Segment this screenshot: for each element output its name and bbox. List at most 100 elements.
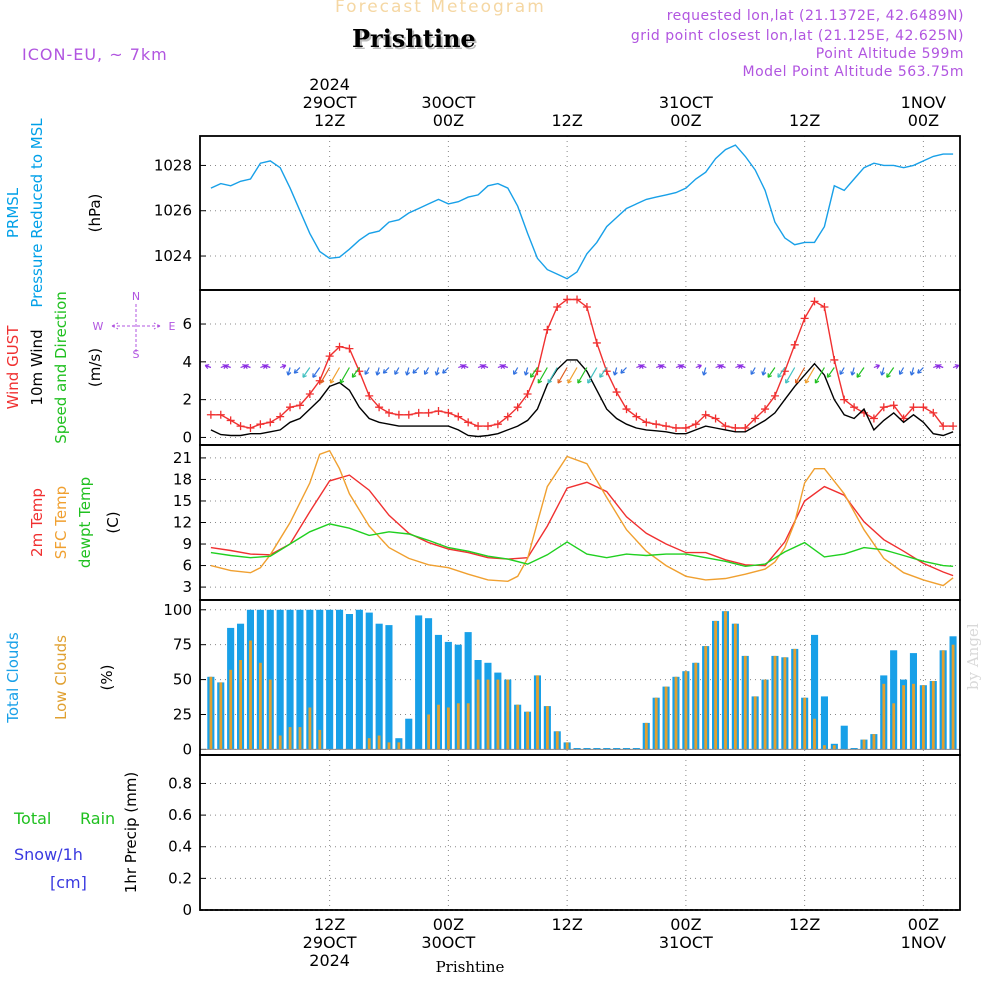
low-cloud-bar	[387, 742, 391, 750]
low-cloud-bar	[456, 703, 460, 750]
low-cloud-bar	[763, 679, 767, 750]
y-tick-label: 0	[182, 740, 192, 758]
gust-marker	[404, 410, 413, 419]
gust-marker	[543, 325, 552, 334]
gust-marker	[731, 423, 740, 432]
wind-direction-arrow	[856, 367, 865, 378]
wind-arrow-head	[679, 364, 685, 369]
gust-marker	[444, 408, 453, 417]
series-line-dewpt-temp	[210, 523, 954, 568]
total-cloud-bar	[306, 609, 314, 750]
gust-marker	[286, 403, 295, 412]
wind-arrow-head	[739, 364, 744, 369]
gust-marker	[493, 420, 502, 429]
gust-marker	[365, 391, 374, 400]
wind-arrow-head	[785, 379, 790, 384]
low-cloud-bar	[516, 704, 520, 750]
low-cloud-bar	[783, 657, 787, 750]
wind-direction-arrow	[524, 367, 529, 376]
gust-marker	[939, 422, 948, 431]
low-cloud-bar	[437, 704, 440, 750]
gust-marker	[424, 408, 433, 417]
wind-direction-arrow	[364, 367, 370, 375]
wind-arrow-head	[434, 371, 440, 376]
bottom-date-label: 31OCT	[659, 933, 713, 952]
gust-marker	[642, 418, 651, 427]
top-time-label: 00Z	[433, 111, 464, 130]
panel-frame	[199, 289, 961, 446]
y-tick-label: 18	[173, 470, 192, 488]
wind-direction-arrow	[557, 367, 568, 384]
low-cloud-bar	[882, 683, 886, 750]
wind-arrow-head	[620, 369, 625, 374]
wind-direction-arrow	[899, 367, 905, 375]
gust-marker	[850, 403, 859, 412]
low-cloud-bar	[397, 742, 401, 750]
wind-direction-arrow	[577, 367, 588, 384]
low-cloud-bar	[684, 671, 688, 750]
wind-direction-arrow	[394, 367, 400, 375]
series-line-prmsl	[210, 144, 954, 280]
y-axis-label: SFC Temp	[52, 486, 70, 559]
wind-direction-arrow	[826, 367, 835, 378]
bottom-date-label: 30OCT	[421, 933, 475, 952]
y-tick-label: 2	[182, 391, 192, 409]
low-cloud-bar	[724, 611, 727, 750]
total-cloud-bar	[385, 625, 393, 750]
y-axis-label: (%)	[98, 665, 116, 691]
gust-marker	[761, 405, 770, 414]
y-tick-label: 1024	[154, 247, 192, 265]
top-date-label: 30OCT	[421, 93, 475, 112]
top-time-label: 12Z	[551, 111, 582, 130]
gust-marker	[612, 388, 621, 397]
wind-arrow-head	[898, 370, 904, 375]
footer-location: Prishtine	[436, 958, 505, 976]
low-cloud-bar	[862, 739, 866, 750]
total-cloud-bar	[444, 641, 452, 750]
gust-marker	[325, 352, 334, 361]
gust-marker	[276, 412, 285, 421]
wind-arrow-head	[612, 371, 618, 376]
wind-arrow-head	[761, 371, 767, 376]
y-tick-label: 0	[182, 901, 192, 919]
compass-west: W	[93, 320, 104, 333]
bottom-time-label: 12Z	[789, 915, 820, 934]
gust-marker	[474, 422, 483, 431]
y-tick-label: 0.4	[168, 838, 192, 856]
wind-arrow-head	[462, 364, 467, 369]
wind-direction-arrow	[587, 367, 598, 384]
low-cloud-bar	[803, 697, 807, 750]
low-cloud-bar	[239, 660, 242, 750]
wind-arrow-head	[320, 379, 325, 384]
low-cloud-bar	[714, 620, 717, 750]
wind-arrow-head	[909, 371, 915, 376]
wind-arrow-head	[839, 370, 844, 375]
wind-arrow-head	[375, 371, 381, 376]
total-cloud-bar	[632, 748, 640, 750]
top-date-label: 1NOV	[901, 93, 946, 112]
low-cloud-bar	[486, 679, 490, 750]
wind-direction-arrow	[302, 367, 311, 378]
wind-arrow-head	[599, 373, 604, 378]
total-cloud-bar	[286, 609, 294, 750]
wind-direction-arrow	[814, 367, 825, 384]
gust-marker	[830, 355, 839, 364]
low-cloud-bar	[219, 682, 223, 750]
wind-arrow-head	[567, 379, 572, 384]
y-tick-label: 4	[182, 353, 192, 371]
wind-arrow-head	[513, 370, 518, 375]
wind-direction-arrow	[412, 367, 420, 374]
wind-arrow-head	[204, 364, 210, 369]
top-time-label: 12Z	[314, 111, 345, 130]
wind-arrow-head	[481, 364, 487, 369]
legend-cm: [cm]	[50, 873, 87, 892]
low-cloud-bar	[694, 662, 698, 750]
wind-direction-arrow	[329, 367, 341, 384]
compass-cross	[111, 304, 161, 354]
gust-marker	[662, 422, 671, 431]
gust-marker	[206, 410, 215, 419]
total-cloud-bar	[454, 644, 462, 750]
gust-marker	[236, 422, 245, 431]
low-cloud-bar	[872, 734, 876, 750]
